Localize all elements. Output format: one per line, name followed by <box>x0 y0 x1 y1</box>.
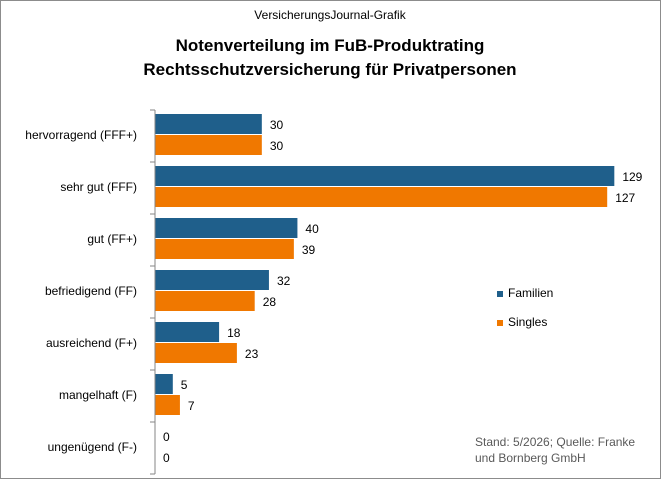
value-label: 28 <box>263 295 277 309</box>
bar-familien <box>155 218 298 238</box>
category-label: hervorragend (FFF+) <box>25 128 137 142</box>
bar-familien <box>155 270 269 290</box>
value-label: 0 <box>163 430 170 444</box>
legend-label-singles: Singles <box>508 315 547 329</box>
bars-group <box>155 114 615 415</box>
value-label: 0 <box>163 451 170 465</box>
bar-familien <box>155 166 615 186</box>
value-label: 32 <box>277 274 291 288</box>
value-label: 127 <box>615 191 635 205</box>
value-label: 30 <box>270 139 284 153</box>
category-label: ausreichend (F+) <box>46 336 137 350</box>
value-label: 18 <box>227 326 241 340</box>
note-line-2: und Bornberg GmbH <box>475 451 586 465</box>
legend-swatch-familien <box>497 291 503 297</box>
category-label: sehr gut (FFF) <box>60 180 137 194</box>
bar-singles <box>155 395 180 415</box>
legend-swatch-singles <box>497 320 503 326</box>
bar-singles <box>155 135 262 155</box>
value-label: 129 <box>622 170 642 184</box>
bar-singles <box>155 291 255 311</box>
value-label: 23 <box>245 347 259 361</box>
category-labels: hervorragend (FFF+) sehr gut (FFF) gut (FF… <box>25 128 137 454</box>
legend-label-familien: Familien <box>508 286 553 300</box>
category-label: befriedigend (FF) <box>45 284 137 298</box>
value-label: 39 <box>302 243 316 257</box>
source-label: VersicherungsJournal-Grafik <box>254 8 406 22</box>
category-label: ungenügend (F-) <box>48 440 137 454</box>
note-line-1: Stand: 5/2026; Quelle: Franke <box>475 435 635 449</box>
axis-ticks <box>150 109 155 475</box>
chart-subtitle: Rechtsschutzversicherung für Privatperso… <box>143 60 516 79</box>
value-label: 30 <box>270 118 284 132</box>
value-label: 40 <box>305 222 319 236</box>
chart-title: Notenverteilung im FuB-Produktrating <box>176 36 485 55</box>
bar-singles <box>155 187 608 207</box>
category-label: mangelhaft (F) <box>59 388 137 402</box>
bar-familien <box>155 322 220 342</box>
bar-familien <box>155 374 173 394</box>
category-label: gut (FF+) <box>87 232 137 246</box>
bar-singles <box>155 239 294 259</box>
legend: Familien Singles <box>497 286 553 329</box>
value-label: 5 <box>181 378 188 392</box>
bar-singles <box>155 343 237 363</box>
value-label: 7 <box>188 399 195 413</box>
bar-familien <box>155 114 262 134</box>
